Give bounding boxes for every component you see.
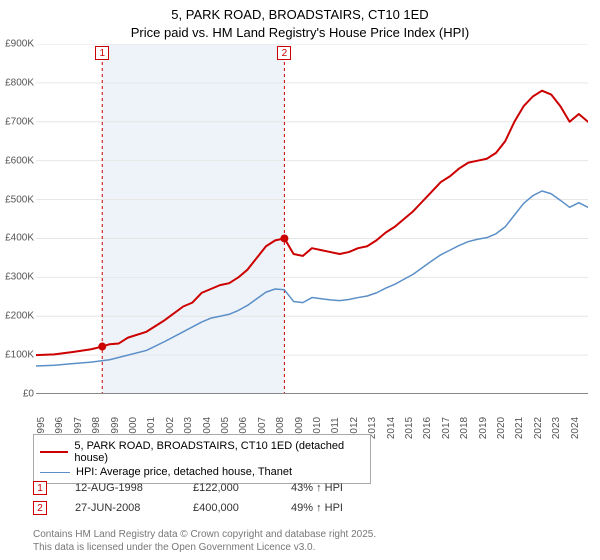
y-tick-label: £700K [5,116,34,127]
x-tick-label: 2015 [404,417,415,439]
legend-swatch [40,451,68,453]
x-tick-label: 2023 [551,417,562,439]
legend-swatch [40,472,70,473]
x-tick-label: 2018 [459,417,470,439]
y-tick-label: £300K [5,272,34,283]
sales-table: 1 12-AUG-1998 £122,000 43% ↑ HPI 2 27-JUN-200… [33,478,371,518]
y-tick-label: £800K [5,77,34,88]
sale-marker-box: 1 [95,46,109,60]
y-tick-label: £0 [23,389,34,400]
chart-area: £0£100K£200K£300K£400K£500K£600K£700K£80… [36,44,588,394]
sale-pct: 49% ↑ HPI [291,502,371,514]
title-line-2: Price paid vs. HM Land Registry's House … [0,24,600,42]
chart-container: 5, PARK ROAD, BROADSTAIRS, CT10 1ED Pric… [0,0,600,560]
sale-marker-box: 2 [33,501,47,515]
legend-label: HPI: Average price, detached house, Than… [76,466,292,478]
sales-row: 1 12-AUG-1998 £122,000 43% ↑ HPI [33,478,371,498]
y-tick-label: £900K [5,39,34,50]
legend-row: HPI: Average price, detached house, Than… [40,465,364,479]
y-tick-label: £600K [5,155,34,166]
x-tick-label: 2024 [570,417,581,439]
y-axis-ticks: £0£100K£200K£300K£400K£500K£600K£700K£80… [0,44,36,394]
sale-price: £400,000 [193,502,263,514]
legend: 5, PARK ROAD, BROADSTAIRS, CT10 1ED (det… [33,434,371,484]
x-tick-label: 2017 [441,417,452,439]
x-tick-label: 2019 [478,417,489,439]
plot-svg [36,44,588,394]
attribution: Contains HM Land Registry data © Crown c… [33,528,376,554]
y-tick-label: £100K [5,350,34,361]
y-tick-label: £200K [5,311,34,322]
x-axis-ticks: 1995199619971998199920002001200220032004… [36,396,588,436]
x-tick-label: 2016 [422,417,433,439]
title-block: 5, PARK ROAD, BROADSTAIRS, CT10 1ED Pric… [0,0,600,41]
sale-date: 27-JUN-2008 [75,502,165,514]
x-tick-label: 2014 [386,417,397,439]
sale-marker-box: 1 [33,481,47,495]
sale-price: £122,000 [193,482,263,494]
y-tick-label: £400K [5,233,34,244]
x-tick-label: 2020 [496,417,507,439]
attribution-line-2: This data is licensed under the Open Gov… [33,541,376,554]
y-tick-label: £500K [5,194,34,205]
sale-pct: 43% ↑ HPI [291,482,371,494]
legend-label: 5, PARK ROAD, BROADSTAIRS, CT10 1ED (det… [74,440,364,464]
sale-marker-box: 2 [277,46,291,60]
title-line-1: 5, PARK ROAD, BROADSTAIRS, CT10 1ED [0,6,600,24]
sale-date: 12-AUG-1998 [75,482,165,494]
legend-row: 5, PARK ROAD, BROADSTAIRS, CT10 1ED (det… [40,439,364,465]
x-tick-label: 2022 [533,417,544,439]
x-tick-label: 2021 [514,417,525,439]
attribution-line-1: Contains HM Land Registry data © Crown c… [33,528,376,541]
sales-row: 2 27-JUN-2008 £400,000 49% ↑ HPI [33,498,371,518]
